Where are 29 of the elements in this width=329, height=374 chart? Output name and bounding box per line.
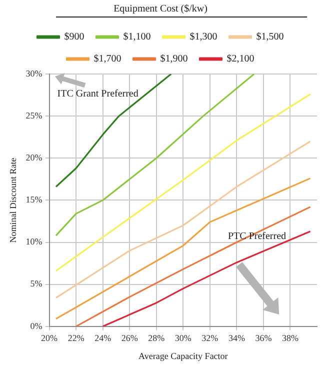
y-tick-label: 5% xyxy=(30,278,43,289)
x-tick-label: 26% xyxy=(121,333,138,344)
x-tick-label: 22% xyxy=(68,333,85,344)
legend-label: $1,700 xyxy=(94,54,122,65)
x-tick-label: 38% xyxy=(282,333,299,344)
x-tick-label: 36% xyxy=(255,333,272,344)
legend-label: $1,900 xyxy=(160,54,188,65)
y-tick-label: 25% xyxy=(26,110,43,120)
legend-label: $1,500 xyxy=(256,32,284,43)
legend-label: $1,300 xyxy=(190,32,218,43)
y-tick-label: 20% xyxy=(26,152,43,162)
legend-label: $2,100 xyxy=(226,54,254,65)
legend-title: Equipment Cost ($/kw) xyxy=(114,4,208,15)
legend-label: $1,100 xyxy=(123,32,151,43)
y-tick-label: 15% xyxy=(26,194,43,205)
y-tick-label: 0% xyxy=(30,320,43,331)
annotation: PTC Preferred xyxy=(228,231,286,242)
annotation: ITC Grant Preferred xyxy=(57,88,138,100)
y-tick-label: 10% xyxy=(26,236,43,247)
x-axis-title: Average Capacity Factor xyxy=(138,350,228,361)
y-axis-title: Nominal Discount Rate xyxy=(8,158,18,243)
x-tick-label: 34% xyxy=(228,333,246,344)
x-tick-label: 28% xyxy=(148,333,166,344)
x-tick-label: 30% xyxy=(174,333,192,344)
x-tick-label: 24% xyxy=(94,333,112,344)
y-tick-label: 30% xyxy=(26,68,43,78)
x-tick-label: 20% xyxy=(41,333,58,344)
legend-label: $900 xyxy=(64,32,84,43)
x-tick-label: 32% xyxy=(202,333,219,344)
